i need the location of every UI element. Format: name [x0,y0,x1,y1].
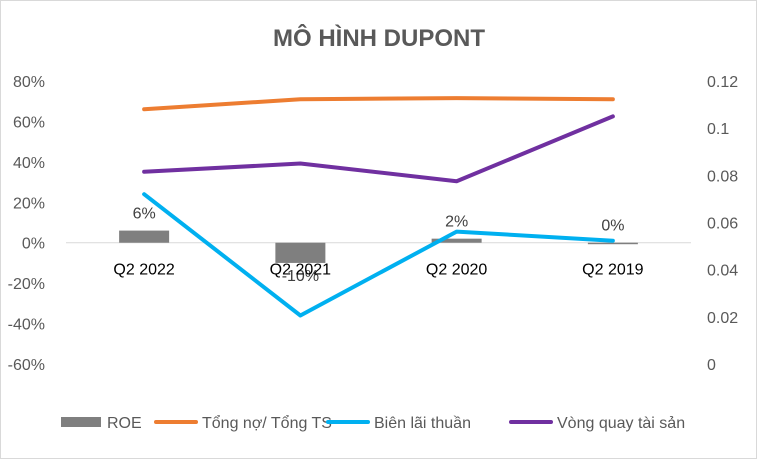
left-axis-ticks: -60% -40% -20% 0% 20% 40% 60% 80% [8,74,45,374]
category-labels: Q2 2022 Q2 2021 Q2 2020 Q2 2019 [113,262,643,279]
roe-data-label: 0% [601,218,624,235]
chart-title: MÔ HÌNH DUPONT [273,24,485,52]
roe-data-label: 6% [133,206,156,223]
right-tick-label: 0.02 [707,310,738,327]
series-lines [142,96,615,318]
right-tick-label: 0.06 [707,216,738,233]
roe-bar [587,242,638,245]
legend: ROE Tổng nợ/ Tổng TS Biên lãi thuần Vòng qu… [61,414,685,432]
roe-bar [431,238,482,243]
legend-label: ROE [107,415,142,432]
roe-data-labels: 6% -10% 2% 0% [133,206,625,285]
roe-data-label: 2% [445,214,468,231]
left-tick-label: 0% [22,236,45,253]
roe-bar [119,230,170,243]
category-label: Q2 2022 [113,262,174,279]
right-tick-label: 0.12 [707,74,738,91]
right-axis-ticks: 0 0.02 0.04 0.06 0.08 0.1 0.12 [707,74,738,374]
series-line-1 [142,96,615,112]
series-line-2 [142,192,615,318]
left-tick-label: -20% [8,276,45,293]
left-tick-label: 20% [13,195,45,212]
left-tick-label: 60% [13,114,45,131]
legend-label: Vòng quay tài sản [557,415,685,432]
right-tick-label: 0.1 [707,121,729,138]
roe-bars [119,230,638,263]
right-tick-label: 0.04 [707,263,738,280]
series-line-3 [142,114,615,184]
category-label: Q2 2019 [582,262,643,279]
right-tick-label: 0.08 [707,168,738,185]
roe-bar [275,242,326,263]
left-tick-label: 80% [13,74,45,91]
left-tick-label: 40% [13,155,45,172]
left-tick-label: -40% [8,317,45,334]
category-label: Q2 2020 [426,262,487,279]
legend-swatch-bar [61,417,101,427]
roe-data-label: -10% [282,268,319,285]
right-tick-label: 0 [707,357,716,374]
left-tick-label: -60% [8,357,45,374]
category-label: Q2 2021 [270,262,331,279]
legend-label: Tổng nợ/ Tổng TS [202,414,332,432]
legend-label: Biên lãi thuần [374,415,471,432]
